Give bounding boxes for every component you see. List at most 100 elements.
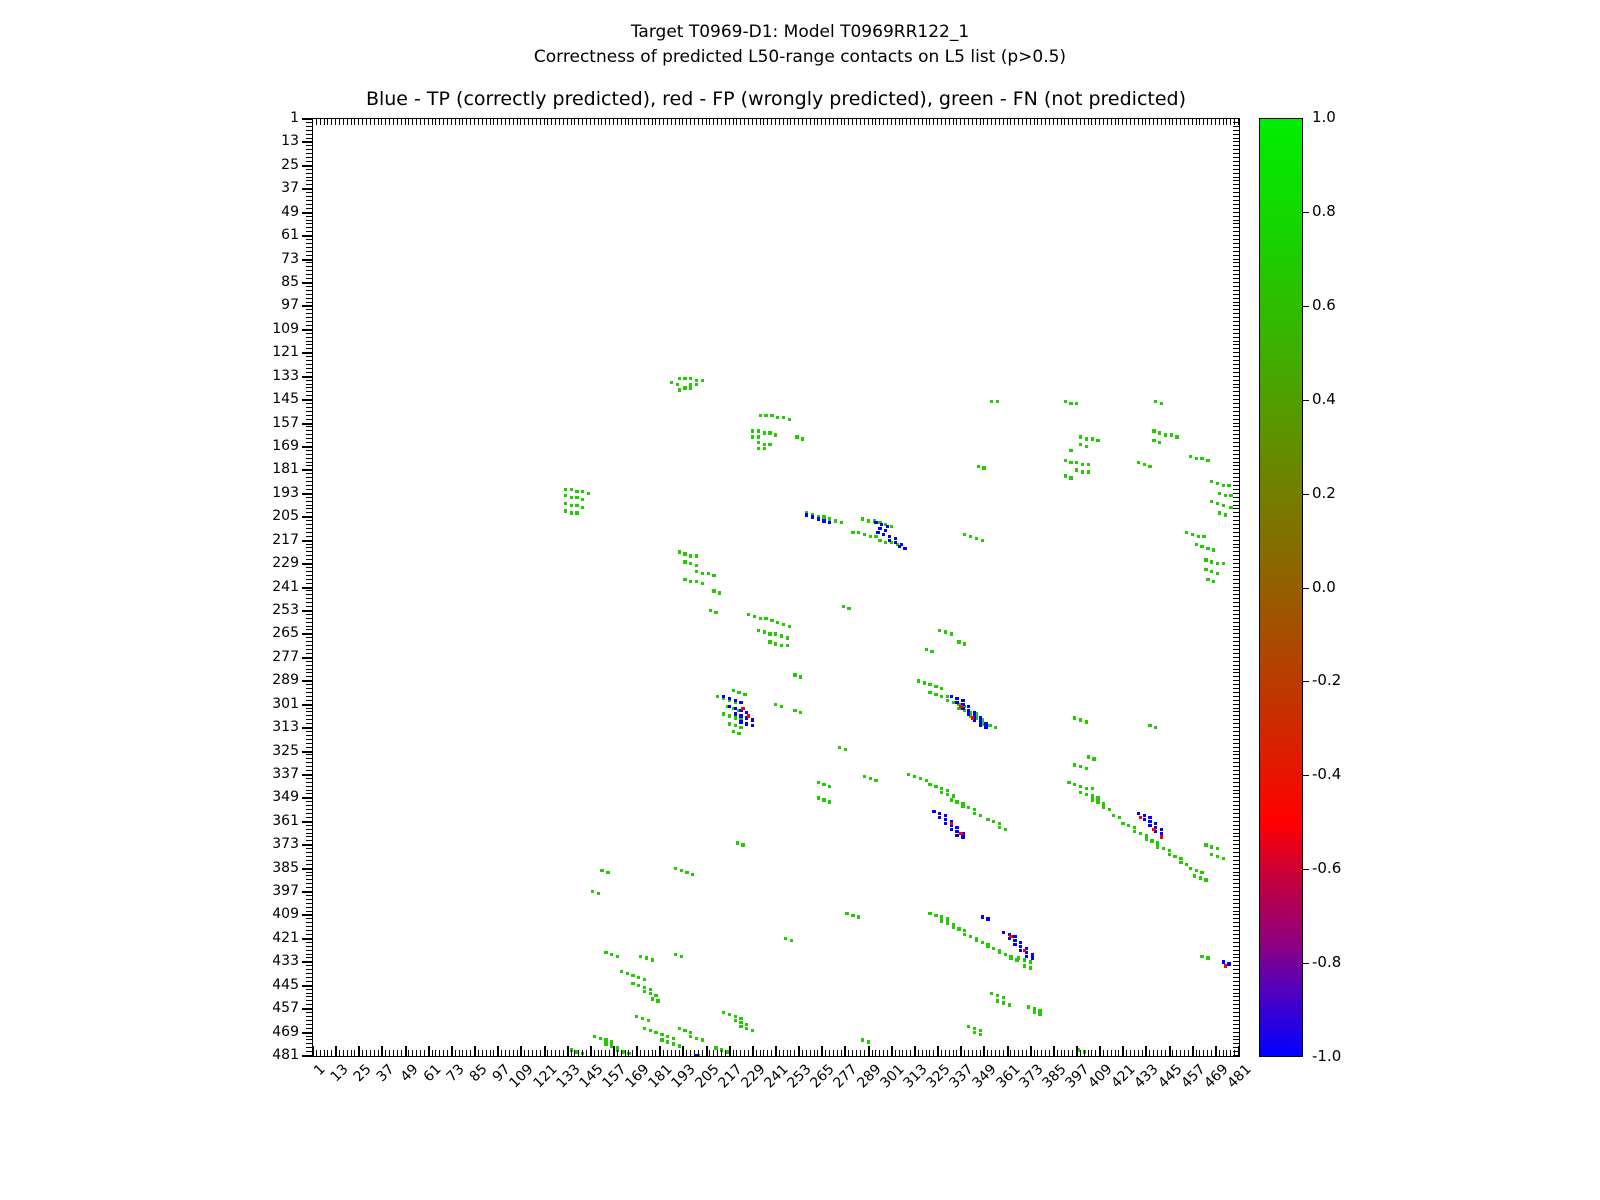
contact-map-plot-area[interactable] <box>312 118 1240 1057</box>
contact-cell-fn <box>940 915 944 919</box>
contact-cell-fn <box>1078 784 1083 788</box>
contact-cell-fn <box>1223 513 1227 517</box>
colorbar-tick-label: 0.8 <box>1312 201 1336 220</box>
contact-cell-tp <box>1030 956 1034 960</box>
y-tick-label: 37 <box>281 180 299 197</box>
contact-cell-fn <box>677 1044 681 1048</box>
contact-cell-fn <box>945 694 950 699</box>
contact-cell-fn <box>642 977 647 982</box>
contact-cell-fn <box>949 798 953 802</box>
contact-cell-tp <box>972 718 977 722</box>
contact-cell-fn <box>1038 1009 1042 1013</box>
contact-cell-fn <box>1148 464 1152 468</box>
contact-cell-tp <box>1159 831 1164 835</box>
x-tick-label: 121 <box>529 1061 561 1092</box>
contact-cell-tp <box>1154 825 1158 829</box>
contact-cell-fn <box>787 417 791 421</box>
contact-cell-fn <box>695 554 699 558</box>
contact-cell-fn <box>866 519 870 523</box>
contact-cell-fn <box>951 794 955 798</box>
contact-cell-tp <box>882 532 886 537</box>
contact-cell-fn <box>963 929 967 933</box>
contact-cell-fn <box>631 981 635 986</box>
contact-cell-fn <box>978 1028 982 1033</box>
y-tick-label: 457 <box>272 1000 299 1017</box>
contact-cell-fn <box>1152 429 1156 433</box>
contact-cell-tp <box>739 700 743 705</box>
contact-cell-fn <box>1215 847 1220 851</box>
x-tick-label: 205 <box>691 1061 723 1092</box>
contact-cell-tp <box>1154 821 1158 826</box>
contact-cell-fn <box>997 825 1002 829</box>
contact-cell-fn <box>1198 876 1202 880</box>
contact-cell-fn <box>1086 470 1090 474</box>
contact-cell-fn <box>1084 767 1088 771</box>
contact-cell-fn <box>982 722 986 726</box>
contact-cell-fn <box>990 991 994 995</box>
contact-cell-fn <box>1156 841 1160 845</box>
contact-cell-fn <box>922 681 926 685</box>
contact-cell-fn <box>934 784 938 788</box>
contact-cell-fn <box>841 605 845 609</box>
contact-cell-fn <box>642 989 647 993</box>
contact-cell-fn <box>986 817 990 822</box>
contact-cell-tp <box>943 821 948 826</box>
colorbar-tick-label: 0.6 <box>1312 295 1336 314</box>
contact-cell-fn <box>781 622 786 626</box>
contact-cell-fn <box>739 718 743 722</box>
contact-cell-fn <box>741 843 745 847</box>
contact-cell-fn <box>779 704 784 708</box>
contact-cell-fn <box>1217 511 1222 515</box>
colorbar-gradient <box>1259 118 1303 1057</box>
contact-cell-fn <box>967 1024 971 1029</box>
contact-cell-tp <box>1030 952 1034 956</box>
contact-cell-fn <box>733 700 737 705</box>
contact-cell-fn <box>1009 954 1013 958</box>
contact-cell-fn <box>689 554 693 558</box>
contact-cell-fn <box>1210 499 1214 503</box>
contact-cell-fn <box>569 1048 573 1052</box>
contact-cell-fn <box>1210 480 1214 484</box>
contact-cell-tp <box>967 712 971 716</box>
contact-cell-tp <box>955 696 959 701</box>
contact-cell-fn <box>695 382 699 386</box>
contact-cell-tp <box>739 714 743 718</box>
contact-cell-fn <box>1188 866 1193 870</box>
contact-cell-fn <box>722 712 726 716</box>
y-tick-label: 337 <box>272 765 299 782</box>
contact-cell-fn <box>1022 958 1027 962</box>
contact-cell-fn <box>980 538 984 543</box>
contact-cell-fn <box>779 634 784 638</box>
y-tick-label: 421 <box>272 929 299 946</box>
contact-cell-fn <box>1206 546 1210 550</box>
y-tick-label: 85 <box>281 273 299 290</box>
contact-cell-fn <box>733 716 737 720</box>
contact-map-cells <box>313 119 1239 1056</box>
contact-cell-fn <box>974 712 979 716</box>
y-tick-label: 169 <box>272 437 299 454</box>
contact-cell-fn <box>889 540 894 544</box>
contact-cell-fn <box>563 509 568 513</box>
contact-cell-fn <box>1202 534 1206 539</box>
contact-cell-tp <box>984 726 988 730</box>
contact-cell-tp <box>1007 933 1011 937</box>
contact-cell-fn <box>648 1028 652 1033</box>
contact-cell-fn <box>1069 402 1073 406</box>
contact-cell-fn <box>779 644 784 648</box>
contact-cell-tp <box>1001 931 1006 935</box>
y-tick-label: 361 <box>272 812 299 829</box>
y-tick-label: 373 <box>272 836 299 853</box>
contact-cell-tp <box>695 1054 699 1056</box>
contact-cell-fn <box>679 954 683 958</box>
contact-cell-fn <box>963 708 967 712</box>
contact-cell-fn <box>1212 579 1216 584</box>
contact-cell-tp <box>745 722 749 726</box>
contact-cell-tp <box>949 827 953 831</box>
contact-cell-fn <box>1084 720 1088 724</box>
contact-cell-fn <box>563 487 568 492</box>
contact-cell-fn <box>874 778 878 783</box>
contact-cell-fn <box>615 1046 620 1050</box>
contact-cell-fn <box>928 782 932 787</box>
y-tick-label: 25 <box>281 156 299 173</box>
contact-cell-fn <box>907 772 911 777</box>
